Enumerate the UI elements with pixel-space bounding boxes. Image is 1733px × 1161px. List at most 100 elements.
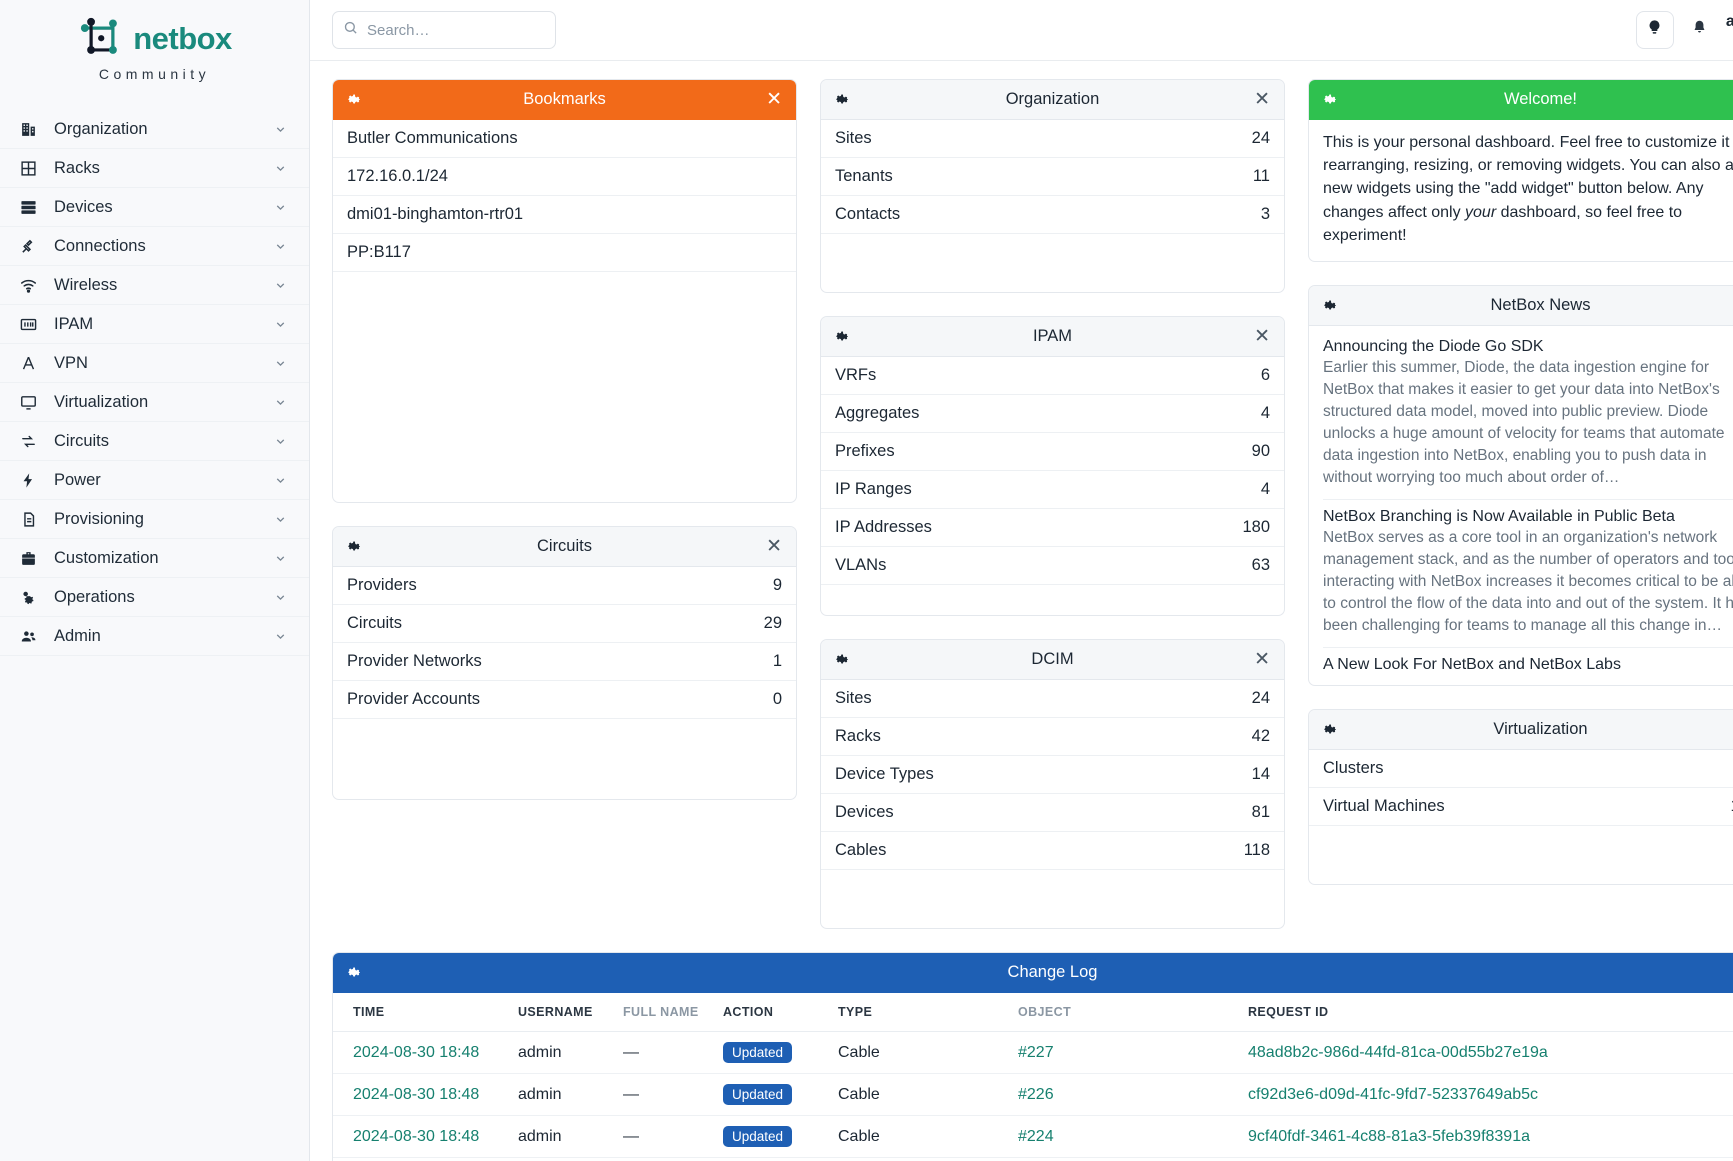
gear-icon[interactable] <box>347 92 362 107</box>
sidebar-item-ipam[interactable]: IPAM <box>0 305 309 344</box>
chevron-down-icon[interactable] <box>274 357 287 370</box>
close-icon[interactable]: ✕ <box>1254 326 1270 347</box>
cell-request-id[interactable]: cf92d3e6-d09d-41fc-9fd7-52337649ab5c <box>1248 1073 1733 1116</box>
stat-row[interactable]: VLANs 63 <box>821 547 1284 585</box>
chevron-down-icon[interactable] <box>274 318 287 331</box>
table-row[interactable]: 2024-08-30 18:48 admin — Updated Cable #… <box>333 1073 1733 1116</box>
cell-object[interactable]: #226 <box>1018 1073 1248 1116</box>
stat-row[interactable]: Cables 118 <box>821 832 1284 870</box>
cell-time[interactable]: 2024-08-30 18:48 <box>333 1073 518 1116</box>
sidebar-item-devices[interactable]: Devices <box>0 188 309 227</box>
bookmark-item[interactable]: PP:B117 <box>333 234 796 272</box>
cell-time[interactable]: 2024-08-30 18:48 <box>333 1031 518 1074</box>
cell-object[interactable]: #227 <box>1018 1031 1248 1074</box>
cell-object[interactable]: #224 <box>1018 1157 1248 1161</box>
stat-row[interactable]: Aggregates 4 <box>821 395 1284 433</box>
sidebar-item-customization[interactable]: Customization <box>0 539 309 578</box>
column-header-requestid[interactable]: REQUEST ID <box>1248 993 1733 1032</box>
stat-row[interactable]: Racks 42 <box>821 718 1284 756</box>
cell-time[interactable]: 2024-08-30 18:47 <box>333 1157 518 1161</box>
brand[interactable]: netbox Community <box>0 0 309 90</box>
sidebar-item-virtualization[interactable]: Virtualization <box>0 383 309 422</box>
theme-toggle-button[interactable] <box>1635 11 1674 49</box>
news-item[interactable]: NetBox Branching is Now Available in Pub… <box>1323 500 1733 648</box>
search-box[interactable] <box>332 11 556 49</box>
close-icon[interactable]: ✕ <box>1254 89 1270 110</box>
stat-row[interactable]: Prefixes 90 <box>821 433 1284 471</box>
user-menu[interactable]: admin Admin <box>1726 13 1733 47</box>
notifications-button[interactable] <box>1688 19 1712 41</box>
gear-icon[interactable] <box>1323 298 1338 313</box>
close-icon[interactable]: ✕ <box>766 89 782 110</box>
gear-icon[interactable] <box>347 965 362 980</box>
chevron-down-icon[interactable] <box>274 630 287 643</box>
sidebar-item-connections[interactable]: Connections <box>0 227 309 266</box>
stat-row[interactable]: IP Ranges 4 <box>821 471 1284 509</box>
gear-icon[interactable] <box>835 92 850 107</box>
stat-row[interactable]: Sites 24 <box>821 680 1284 718</box>
stat-row[interactable]: Contacts 3 <box>821 196 1284 234</box>
cell-time[interactable]: 2024-08-30 18:48 <box>333 1115 518 1158</box>
close-icon[interactable]: ✕ <box>766 536 782 557</box>
bookmark-item[interactable]: 172.16.0.1/24 <box>333 158 796 196</box>
sidebar-item-admin[interactable]: Admin <box>0 617 309 656</box>
sidebar-item-provisioning[interactable]: Provisioning <box>0 500 309 539</box>
column-header-action[interactable]: ACTION <box>723 993 838 1032</box>
chevron-down-icon[interactable] <box>274 240 287 253</box>
chevron-down-icon[interactable] <box>274 513 287 526</box>
chevron-down-icon[interactable] <box>274 474 287 487</box>
gear-icon[interactable] <box>347 539 362 554</box>
close-icon[interactable]: ✕ <box>1254 649 1270 670</box>
chevron-down-icon[interactable] <box>274 201 287 214</box>
news-item[interactable]: Announcing the Diode Go SDK Earlier this… <box>1323 330 1733 500</box>
chevron-down-icon[interactable] <box>274 591 287 604</box>
column-header-time[interactable]: TIME <box>333 993 518 1032</box>
sidebar-item-racks[interactable]: Racks <box>0 149 309 188</box>
column-header-type[interactable]: TYPE <box>838 993 1018 1032</box>
column-header-fullname[interactable]: FULL NAME <box>623 993 723 1032</box>
gear-icon[interactable] <box>1323 92 1338 107</box>
search-input[interactable] <box>367 21 545 39</box>
table-row[interactable]: 2024-08-30 18:48 admin — Updated Cable #… <box>333 1115 1733 1158</box>
chevron-down-icon[interactable] <box>274 552 287 565</box>
stat-row[interactable]: Devices 81 <box>821 794 1284 832</box>
stat-row[interactable]: Virtual Machines 180 <box>1309 788 1733 826</box>
stat-row[interactable]: Provider Accounts 0 <box>333 681 796 719</box>
bookmark-item[interactable]: Butler Communications <box>333 120 796 158</box>
server-icon <box>20 199 44 216</box>
stat-row[interactable]: Device Types 14 <box>821 756 1284 794</box>
news-item[interactable]: A New Look For NetBox and NetBox Labs <box>1323 648 1733 685</box>
chevron-down-icon[interactable] <box>274 435 287 448</box>
chevron-down-icon[interactable] <box>274 279 287 292</box>
sidebar-item-organization[interactable]: Organization <box>0 110 309 149</box>
chevron-down-icon[interactable] <box>274 396 287 409</box>
table-row[interactable]: 2024-08-30 18:48 admin — Updated Cable #… <box>333 1031 1733 1074</box>
column-header-object[interactable]: OBJECT <box>1018 993 1248 1032</box>
sidebar-item-vpn[interactable]: VPN <box>0 344 309 383</box>
sidebar-item-power[interactable]: Power <box>0 461 309 500</box>
table-row[interactable]: 2024-08-30 18:47 admin — Updated Cable #… <box>333 1157 1733 1161</box>
sidebar-item-operations[interactable]: Operations <box>0 578 309 617</box>
stat-row[interactable]: IP Addresses 180 <box>821 509 1284 547</box>
chevron-down-icon[interactable] <box>274 162 287 175</box>
stat-value: 29 <box>763 614 782 632</box>
gear-icon[interactable] <box>835 652 850 667</box>
stat-row[interactable]: Tenants 11 <box>821 158 1284 196</box>
stat-row[interactable]: Provider Networks 1 <box>333 643 796 681</box>
bookmark-item[interactable]: dmi01-binghamton-rtr01 <box>333 196 796 234</box>
column-header-username[interactable]: USERNAME <box>518 993 623 1032</box>
gear-icon[interactable] <box>835 329 850 344</box>
cell-request-id[interactable]: 7c0a4a0a-aaa0-47f0-90f6-f08201c007c0 <box>1248 1157 1733 1161</box>
stat-row[interactable]: VRFs 6 <box>821 357 1284 395</box>
cell-object[interactable]: #224 <box>1018 1115 1248 1158</box>
sidebar-item-wireless[interactable]: Wireless <box>0 266 309 305</box>
stat-row[interactable]: Sites 24 <box>821 120 1284 158</box>
cell-request-id[interactable]: 48ad8b2c-986d-44fd-81ca-00d55b27e19a <box>1248 1031 1733 1074</box>
stat-row[interactable]: Circuits 29 <box>333 605 796 643</box>
stat-row[interactable]: Providers 9 <box>333 567 796 605</box>
stat-row[interactable]: Clusters 32 <box>1309 750 1733 788</box>
sidebar-item-circuits[interactable]: Circuits <box>0 422 309 461</box>
chevron-down-icon[interactable] <box>274 123 287 136</box>
gear-icon[interactable] <box>1323 722 1338 737</box>
cell-request-id[interactable]: 9cf40fdf-3461-4c88-81a3-5feb39f8391a <box>1248 1115 1733 1158</box>
